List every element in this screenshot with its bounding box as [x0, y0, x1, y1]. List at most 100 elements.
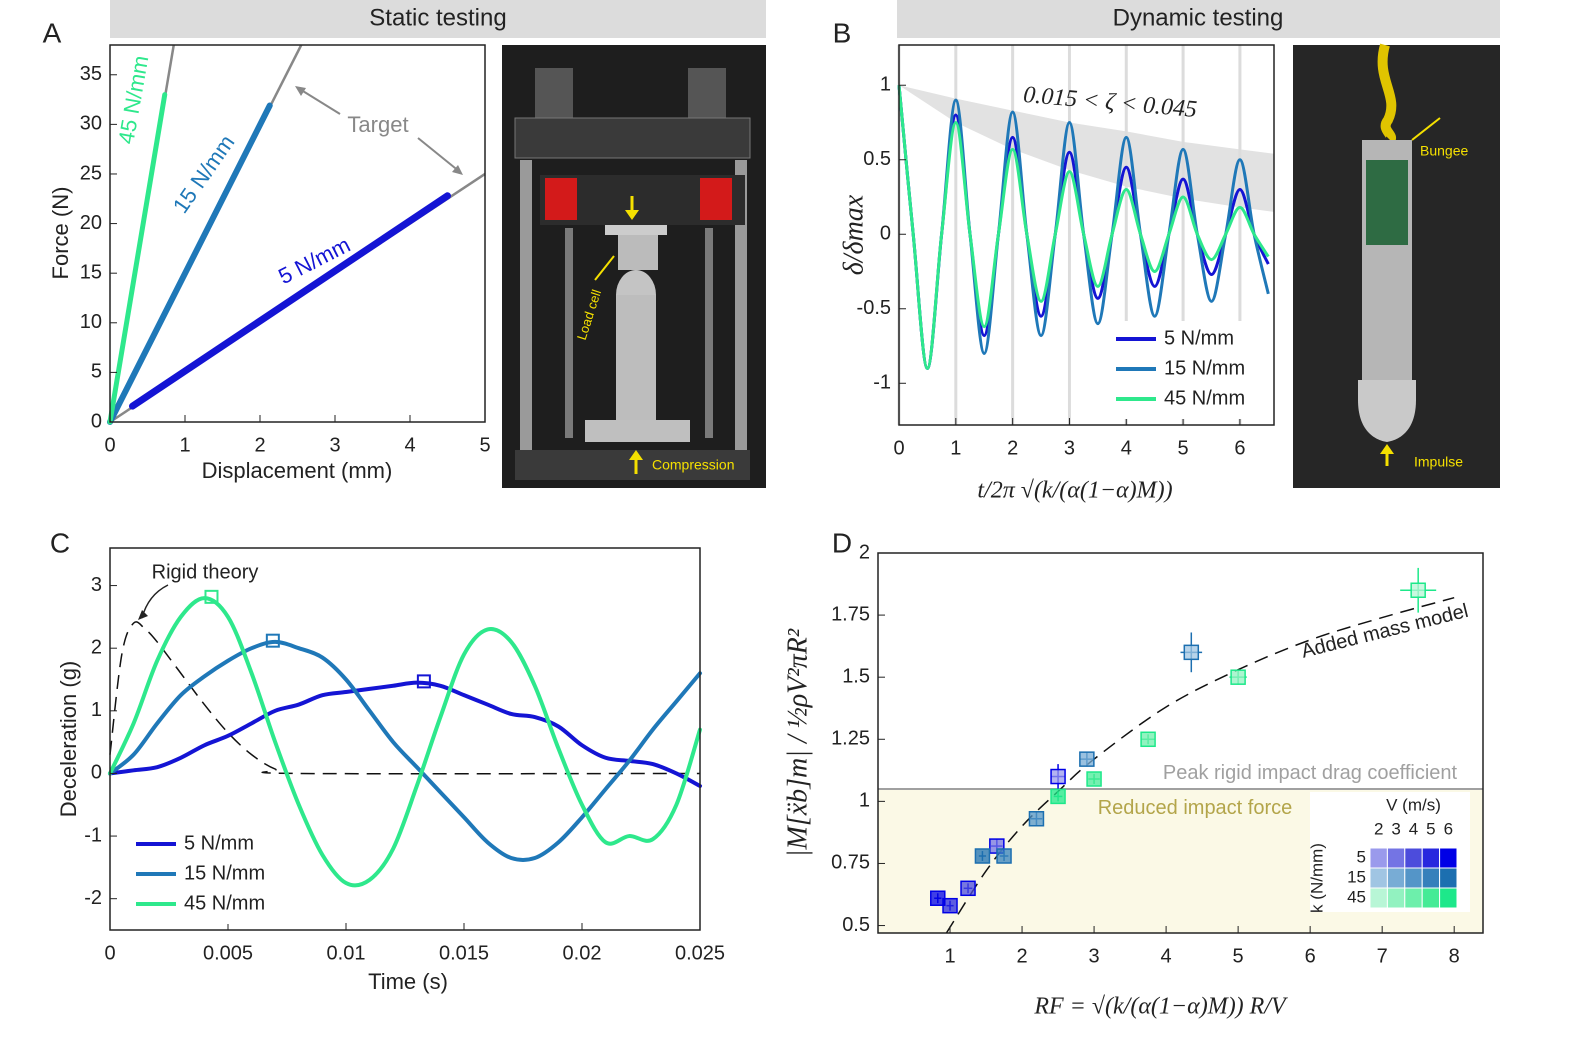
inset-cell	[1439, 887, 1458, 909]
x-tick-label: 0	[104, 434, 115, 456]
legend-label: 45 N/mm	[184, 892, 265, 914]
photo-label: Impulse	[1414, 454, 1463, 470]
inset-cell	[1404, 867, 1423, 889]
y-tick-label: 10	[80, 311, 102, 333]
inset-cell	[1386, 847, 1406, 869]
annotation: Rigid theory	[152, 561, 259, 583]
arrow	[417, 137, 461, 173]
annotation: 0.015 < ζ < 0.045	[1022, 82, 1198, 123]
arrow	[297, 87, 341, 115]
x-tick-label: 4	[1161, 945, 1172, 967]
inset-k-label: 45	[1347, 887, 1366, 906]
legend-label: 45 N/mm	[1164, 387, 1245, 409]
y-tick-label: 1.25	[831, 728, 870, 750]
x-tick-label: 1	[944, 945, 955, 967]
series-line	[107, 102, 273, 425]
y-tick-label: 5	[91, 361, 102, 383]
x-tick-label: 2	[1016, 945, 1027, 967]
y-tick-label: 1	[880, 74, 891, 96]
x-tick-label: 4	[1121, 437, 1132, 459]
y-tick-label: 3	[91, 574, 102, 596]
x-tick-label: 3	[329, 434, 340, 456]
x-tick-label: 0.025	[675, 942, 725, 964]
inset-cell	[1421, 867, 1441, 889]
x-axis-label: Time (s)	[368, 969, 448, 994]
legend-label: 5 N/mm	[184, 832, 254, 854]
panel-label: C	[50, 527, 70, 558]
point	[1183, 644, 1200, 661]
inset-v-label: 5	[1426, 819, 1435, 838]
series-line	[107, 92, 168, 425]
inset-cell	[1404, 847, 1423, 869]
y-tick-label: 2	[859, 541, 870, 563]
x-tick-label: 6	[1305, 945, 1316, 967]
y-tick-label: -2	[84, 887, 102, 909]
plot-frame	[898, 44, 1275, 426]
plot-frame	[877, 552, 1484, 934]
series-line	[108, 596, 702, 888]
plot-frame	[109, 547, 701, 931]
header: Dynamic testing	[1113, 4, 1284, 31]
annotation: Target	[347, 112, 408, 137]
series-line	[108, 639, 702, 862]
x-tick-label: 3	[1064, 437, 1075, 459]
legend-label: 15 N/mm	[184, 862, 265, 884]
inset-cell	[1421, 887, 1441, 909]
peak-marker	[416, 674, 431, 689]
y-tick-label: 20	[80, 212, 102, 234]
x-axis-label: RF = √(k/(α(1−α)M)) R/V	[1033, 994, 1288, 1020]
x-tick-label: 8	[1449, 945, 1460, 967]
x-tick-label: 2	[254, 434, 265, 456]
peak-marker	[204, 589, 219, 604]
y-tick-label: 1	[859, 790, 870, 812]
y-tick-label: 0	[91, 410, 102, 432]
y-tick-label: 35	[80, 63, 102, 85]
annotation: Peak rigid impact drag coefficient	[1163, 762, 1458, 784]
x-tick-label: 0.02	[563, 942, 602, 964]
header-bar	[897, 0, 1500, 38]
series-line	[129, 192, 451, 410]
series-label: 5 N/mm	[274, 232, 354, 289]
x-tick-label: 1	[179, 434, 190, 456]
x-tick-label: 0	[893, 437, 904, 459]
series-line	[897, 85, 1270, 370]
panel-label: A	[43, 17, 62, 48]
inset-cell	[1369, 887, 1388, 909]
inset-cell	[1421, 847, 1441, 869]
y-tick-label: 15	[80, 261, 102, 283]
y-tick-label: 30	[80, 113, 102, 135]
point	[1410, 582, 1426, 599]
x-tick-label: 5	[1233, 945, 1244, 967]
y-axis-label: δ/δmax	[838, 194, 869, 275]
series-line	[108, 680, 702, 788]
inset-cell	[1386, 887, 1406, 909]
annotation: Added mass model	[1299, 600, 1470, 663]
inset-cell	[1369, 847, 1388, 869]
inset-k-label: 15	[1347, 867, 1366, 886]
y-tick-label: -0.5	[857, 297, 891, 319]
inset-v-label: 3	[1391, 819, 1400, 838]
photo-dynamic	[1293, 43, 1500, 488]
series-label: 15 N/mm	[168, 130, 240, 217]
model-line	[945, 596, 1455, 934]
y-tick-label: 2	[91, 636, 102, 658]
x-tick-label: 5	[1178, 437, 1189, 459]
x-tick-label: 4	[404, 434, 415, 456]
y-axis-label: Force (N)	[48, 187, 73, 280]
photo-label: Compression	[652, 457, 734, 473]
x-tick-label: 3	[1089, 945, 1100, 967]
inset-cell	[1439, 867, 1458, 889]
point	[1086, 771, 1102, 787]
header-bar	[110, 0, 766, 38]
y-tick-label: -1	[873, 372, 891, 394]
arrow	[141, 584, 169, 619]
photo-label: Bungee	[1420, 143, 1468, 159]
point	[1050, 768, 1066, 785]
x-tick-label: 0.015	[439, 942, 489, 964]
plot-frame	[109, 44, 486, 423]
peak-marker	[265, 633, 280, 648]
inset-axis-label: k (N/mm)	[1307, 843, 1326, 913]
x-tick-label: 5	[479, 434, 490, 456]
annotation: Reduced impact force	[1098, 797, 1293, 819]
